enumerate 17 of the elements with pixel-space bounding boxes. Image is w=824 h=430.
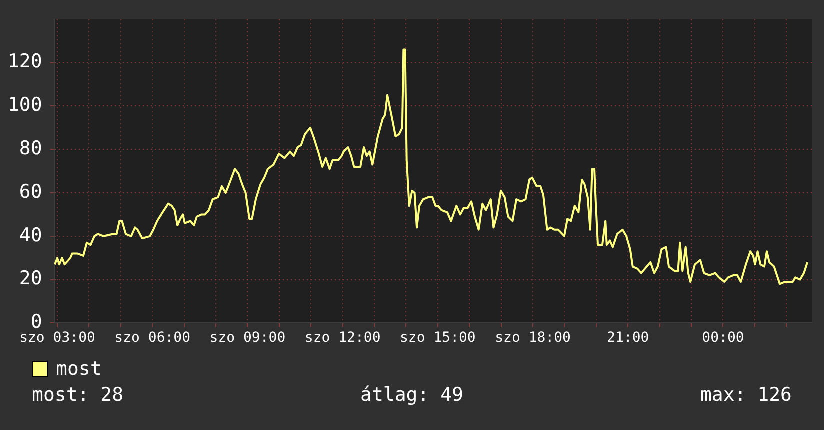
legend-label: most bbox=[56, 358, 102, 380]
x-tick-label: szo 15:00 bbox=[400, 330, 476, 346]
x-tick-label: szo 06:00 bbox=[114, 330, 191, 346]
x-tick-label: szo 09:00 bbox=[210, 330, 286, 346]
y-tick-label: 100 bbox=[8, 94, 42, 116]
x-tick-label: 00:00 bbox=[702, 330, 744, 346]
y-tick-label: 60 bbox=[19, 180, 42, 203]
y-tick-label: 120 bbox=[8, 50, 42, 73]
text: átlag: 49 bbox=[360, 384, 464, 406]
y-tick-label: 20 bbox=[19, 268, 42, 290]
text: most: 28 bbox=[32, 384, 124, 406]
y-tick-label: 40 bbox=[19, 224, 42, 246]
x-tick-label: szo 12:00 bbox=[304, 330, 381, 346]
x-tick-label: szo 18:00 bbox=[495, 330, 571, 346]
x-tick-label: 21:00 bbox=[607, 330, 650, 346]
text: max: 126 bbox=[700, 384, 792, 406]
y-tick-label: 80 bbox=[19, 138, 42, 160]
